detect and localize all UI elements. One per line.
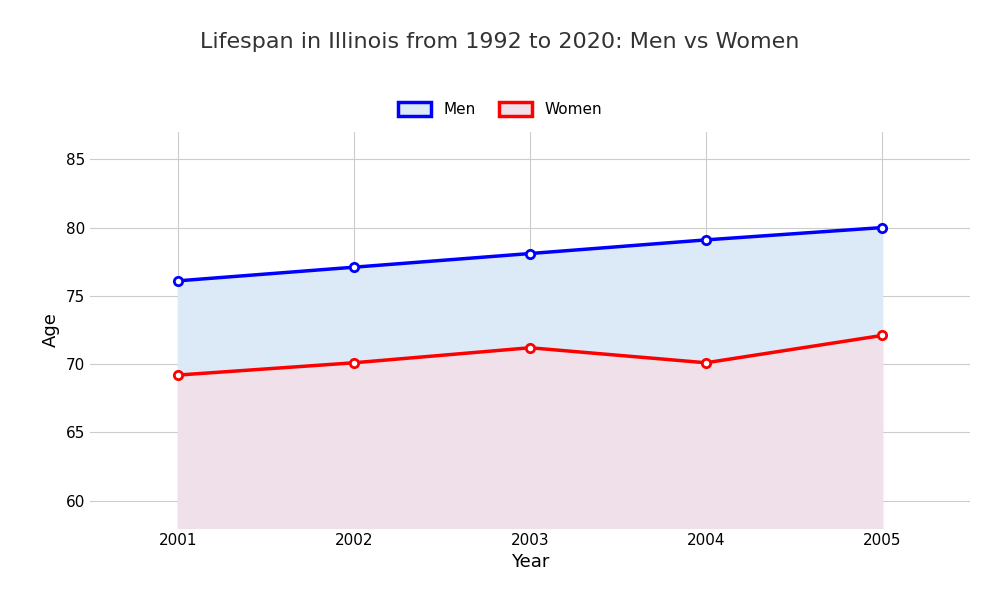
Legend: Men, Women: Men, Women [390,95,610,125]
Text: Lifespan in Illinois from 1992 to 2020: Men vs Women: Lifespan in Illinois from 1992 to 2020: … [200,32,800,52]
Y-axis label: Age: Age [42,313,60,347]
X-axis label: Year: Year [511,553,549,571]
